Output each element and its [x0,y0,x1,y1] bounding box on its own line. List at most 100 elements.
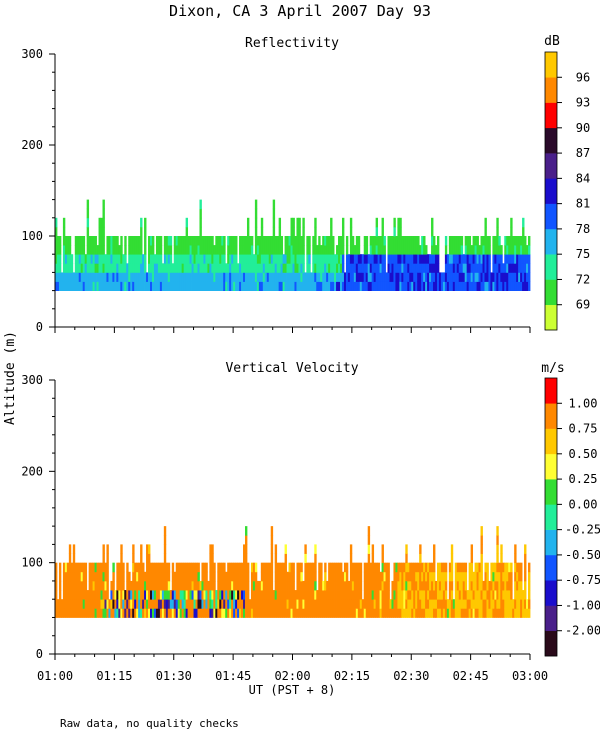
heatmap-cell [76,590,80,600]
heatmap-cell [225,571,228,582]
heatmap-cell [82,245,86,255]
heatmap-cell [514,263,517,273]
heatmap-cell [110,281,113,291]
heatmap-cell [357,562,361,573]
heatmap-cell [304,544,307,554]
heatmap-cell [365,245,369,255]
heatmap-cell [114,599,117,609]
heatmap-cell [284,590,287,600]
heatmap-cell [381,245,384,255]
heatmap-cell [369,281,373,291]
heatmap-cell [195,580,198,591]
heatmap-cell [387,245,390,255]
heatmap-cell [361,608,365,618]
heatmap-cell [155,254,159,264]
heatmap-cell [371,236,375,246]
heatmap-cell [440,562,444,573]
heatmap-cell [179,608,183,618]
heatmap-cell [365,571,369,582]
heatmap-cell [383,281,386,291]
heatmap-cell [215,245,218,255]
heatmap-cell [504,281,507,291]
heatmap-cell [448,263,452,273]
heatmap-cell [460,599,464,609]
heatmap-cell [316,599,319,609]
colorbar-swatch [545,279,557,306]
heatmap-cell [246,562,250,573]
heatmap-cell [239,281,242,291]
heatmap-cell [480,608,483,618]
heatmap-cell [106,571,109,582]
heatmap-cell [318,580,321,591]
heatmap-cell [157,599,161,609]
heatmap-cell [308,236,311,246]
heatmap-cell [324,571,327,582]
heatmap-cell [114,245,117,255]
heatmap-cell [215,254,218,264]
heatmap-cell [138,236,141,246]
heatmap-cell [334,263,337,273]
heatmap-cell [179,281,183,291]
heatmap-cell [86,599,90,609]
heatmap-cell [472,608,475,618]
heatmap-cell [399,590,402,600]
heatmap-cell [450,281,454,291]
heatmap-cell [314,226,317,237]
heatmap-cell [298,254,301,264]
heatmap-cell [526,245,529,255]
heatmap-cell [181,562,185,573]
heatmap-cell [355,245,359,255]
heatmap-cell [116,281,119,291]
heatmap-cell [90,245,94,255]
heatmap-cell [371,544,375,554]
heatmap-cell [423,281,426,291]
heatmap-cell [492,254,495,264]
heatmap-cell [116,580,119,591]
heatmap-cell [405,254,408,264]
heatmap-cell [454,571,458,582]
heatmap-cell [223,580,226,591]
heatmap-cell [120,571,123,582]
heatmap-cell [66,245,70,255]
heatmap-cell [177,245,181,255]
heatmap-cell [254,254,258,264]
heatmap-cell [367,272,371,282]
heatmap-cell [199,580,202,591]
heatmap-cell [100,236,103,246]
heatmap-cell [76,580,80,591]
heatmap-cell [68,590,72,600]
heatmap-cell [148,580,151,591]
heatmap-cell [64,599,68,609]
heatmap-cell [446,608,450,618]
heatmap-cell [217,608,220,618]
heatmap-cell [524,590,527,600]
heatmap-cell [272,199,276,210]
heatmap-cell [357,580,361,591]
heatmap-cell [260,217,264,228]
velocity-heatmap [55,526,531,618]
heatmap-cell [486,281,489,291]
heatmap-cell [118,580,121,591]
heatmap-cell [298,245,301,255]
heatmap-cell [274,608,278,618]
heatmap-cell [340,608,343,618]
heatmap-cell [84,281,88,291]
heatmap-cell [436,590,440,600]
heatmap-cell [70,281,74,291]
heatmap-cell [153,590,157,600]
heatmap-cell [223,245,226,255]
heatmap-cell [454,236,458,246]
heatmap-cell [341,272,345,282]
heatmap-cell [124,608,127,618]
heatmap-cell [116,590,119,600]
heatmap-cell [419,571,422,582]
heatmap-cell [345,590,349,600]
heatmap-cell [142,608,145,618]
heatmap-cell [421,263,424,273]
heatmap-cell [92,245,95,255]
heatmap-cell [300,245,303,255]
heatmap-cell [278,580,282,591]
heatmap-cell [411,580,414,591]
heatmap-cell [221,590,224,600]
heatmap-cell [393,245,396,255]
